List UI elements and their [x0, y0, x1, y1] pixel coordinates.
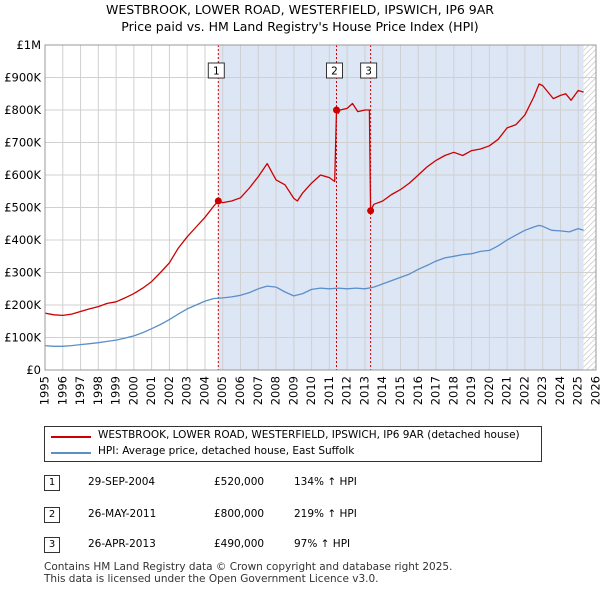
transaction-number: 1: [44, 475, 60, 491]
transaction-price: £800,000: [214, 508, 265, 520]
sale-point: [214, 197, 222, 205]
legend-label-hpi: HPI: Average price, detached house, East…: [98, 445, 355, 457]
x-tick-label: 1995: [38, 376, 52, 405]
x-tick-label: 2018: [446, 376, 460, 405]
transaction-date: 26-APR-2013: [88, 538, 156, 550]
footer-licence: This data is licensed under the Open Gov…: [44, 573, 379, 585]
x-tick-label: 1996: [55, 376, 69, 405]
y-tick-label: £300K: [4, 266, 41, 280]
y-tick-label: £400K: [4, 233, 41, 247]
x-tick-label: 2019: [464, 376, 478, 405]
x-tick-label: 2000: [126, 376, 140, 405]
x-tick-label: 2026: [589, 376, 600, 405]
sale-label-box: [360, 62, 378, 79]
x-tick-label: 2012: [340, 376, 354, 405]
y-tick-label: £200K: [4, 298, 41, 312]
x-tick-label: 2005: [215, 376, 229, 405]
legend-label-property: WESTBROOK, LOWER ROAD, WESTERFIELD, IPSW…: [98, 429, 520, 441]
x-tick-label: 2007: [251, 376, 265, 405]
x-tick-label: 2025: [571, 376, 585, 405]
x-tick-label: 2003: [180, 376, 194, 405]
x-tick-label: 2004: [197, 376, 211, 405]
sale-label-box: [207, 62, 225, 79]
x-tick-label: 2001: [144, 376, 158, 405]
transaction-date: 26-MAY-2011: [88, 508, 157, 520]
x-tick-label: 2013: [357, 376, 371, 405]
y-tick-label: £0: [26, 363, 41, 377]
transaction-number: 2: [44, 507, 60, 523]
y-tick-label: £600K: [4, 168, 41, 182]
x-tick-label: 2023: [535, 376, 549, 405]
sale-label-box: [325, 62, 343, 79]
y-tick-label: £500K: [4, 201, 41, 215]
y-tick-label: £1M: [16, 38, 41, 52]
x-tick-label: 1997: [73, 376, 87, 405]
x-tick-label: 2014: [375, 376, 389, 405]
y-tick-label: £700K: [4, 136, 41, 150]
plot-frame: [44, 44, 597, 371]
sale-label-number: 1: [213, 66, 220, 78]
x-tick-label: 2016: [411, 376, 425, 405]
transaction-hpi: 97% ↑ HPI: [294, 538, 351, 550]
y-tick-label: £800K: [4, 103, 41, 117]
x-tick-label: 2021: [500, 376, 514, 405]
y-tick-label: £100K: [4, 331, 41, 345]
x-tick-label: 2017: [429, 376, 443, 405]
x-tick-label: 2011: [322, 376, 336, 405]
transaction-hpi: 134% ↑ HPI: [294, 476, 357, 488]
x-tick-label: 2020: [482, 376, 496, 405]
x-tick-label: 2002: [162, 376, 176, 405]
x-tick-label: 2022: [517, 376, 531, 405]
chart-title-line2: Price paid vs. HM Land Registry's House …: [121, 19, 479, 34]
sale-label-number: 3: [365, 66, 372, 78]
chart-title-line1: WESTBROOK, LOWER ROAD, WESTERFIELD, IPSW…: [106, 2, 494, 17]
footer-copyright: Contains HM Land Registry data © Crown c…: [44, 561, 453, 573]
transaction-price: £520,000: [214, 476, 265, 488]
price-chart: £0 £100K £200K £300K £400K £500K £600K £700K £80…: [4, 38, 600, 405]
legend-swatch-hpi: [51, 452, 91, 454]
hpi-line: [44, 224, 584, 347]
chart-legend: WESTBROOK, LOWER ROAD, WESTERFIELD, IPSW…: [44, 426, 542, 462]
sale-point: [332, 106, 340, 114]
transaction-price: £490,000: [214, 538, 265, 550]
x-tick-label: 2010: [304, 376, 318, 405]
transaction-number: 3: [44, 537, 60, 553]
x-tick-label: 2006: [233, 376, 247, 405]
x-tick-label: 1998: [91, 376, 105, 405]
x-tick-label: 2015: [393, 376, 407, 405]
x-tick-label: 1999: [109, 376, 123, 405]
property-price-line: [44, 83, 584, 317]
sale-point: [367, 207, 375, 215]
transaction-hpi: 219% ↑ HPI: [294, 508, 357, 520]
transaction-date: 29-SEP-2004: [88, 476, 156, 488]
sale-label-number: 2: [331, 66, 338, 78]
legend-swatch-property: [51, 436, 91, 438]
x-tick-label: 2009: [286, 376, 300, 405]
x-tick-label: 2008: [269, 376, 283, 405]
y-tick-label: £900K: [4, 71, 41, 85]
x-tick-label: 2024: [553, 376, 567, 405]
